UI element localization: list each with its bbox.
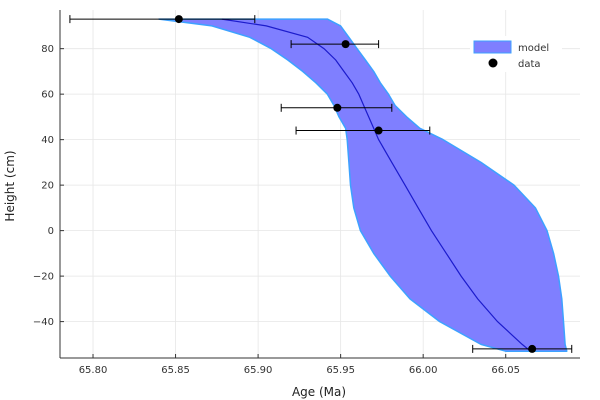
x-tick-label: 65.90 xyxy=(244,365,273,376)
y-tick-label: −20 xyxy=(33,272,54,283)
x-tick-label: 65.95 xyxy=(326,365,355,376)
y-tick-label: 40 xyxy=(41,135,54,146)
x-tick-label: 66.00 xyxy=(409,365,438,376)
x-tick-label: 66.05 xyxy=(491,365,520,376)
model-band-layer xyxy=(158,18,568,352)
y-tick-label: 20 xyxy=(41,181,54,192)
axes xyxy=(59,10,580,359)
model-median-layer xyxy=(221,18,531,352)
legend-label-model: model xyxy=(518,43,549,54)
data-point xyxy=(333,103,342,112)
y-tick-label: 60 xyxy=(41,90,54,101)
legend-label-data: data xyxy=(518,59,541,70)
data-point xyxy=(174,15,183,24)
y-tick-label: −40 xyxy=(33,317,54,328)
data-point xyxy=(341,40,350,49)
data-layer xyxy=(69,15,573,353)
data-point xyxy=(528,344,537,353)
y-tick-labels: −40 −20 0 20 40 60 80 xyxy=(33,44,54,328)
x-axis-label: Age (Ma) xyxy=(292,385,346,399)
legend: model data xyxy=(470,36,562,72)
legend-swatch-model xyxy=(473,40,512,54)
x-tick-labels: 65.80 65.85 65.90 65.95 66.00 66.05 xyxy=(79,365,520,376)
y-tick-label: 0 xyxy=(48,226,54,237)
model-median-line xyxy=(221,18,531,352)
x-tick-label: 65.85 xyxy=(161,365,190,376)
model-band xyxy=(158,18,568,352)
x-tick-label: 65.80 xyxy=(79,365,108,376)
data-point xyxy=(374,126,383,135)
legend-marker-data xyxy=(488,58,498,68)
y-axis-label: Height (cm) xyxy=(3,150,17,221)
y-tick-label: 80 xyxy=(41,44,54,55)
